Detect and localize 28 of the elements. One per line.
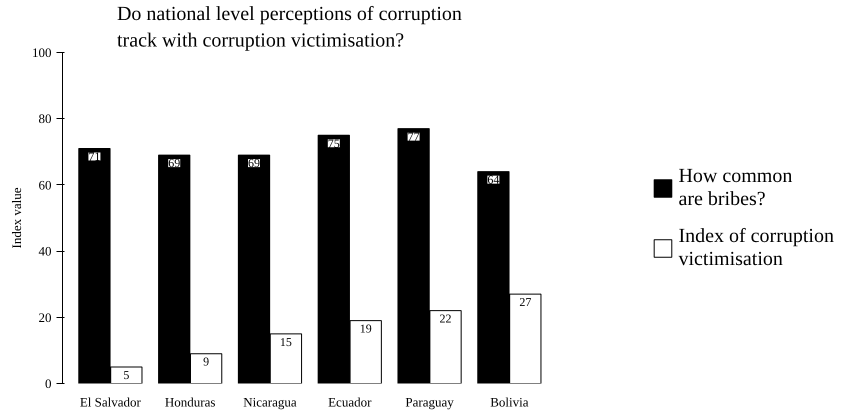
data-label: 5 <box>123 368 130 382</box>
data-label: 27 <box>519 295 532 310</box>
data-label: 15 <box>280 334 292 349</box>
x-tick-label: Bolivia <box>490 394 529 410</box>
x-tick-label: Paraguay <box>405 394 454 410</box>
data-label: 75 <box>328 136 340 150</box>
y-tick-label: 20 <box>38 310 52 325</box>
data-label: 64 <box>487 172 500 187</box>
x-tick-label: Honduras <box>164 394 216 410</box>
data-label: 22 <box>440 312 452 326</box>
data-label: 69 <box>168 156 180 170</box>
y-axis-title: Index value <box>9 187 24 248</box>
chart-title: Do national level perceptions of corruption track with corruption victimisation? <box>116 3 462 52</box>
y-tick-label: 100 <box>32 45 52 60</box>
data-label: 71 <box>88 149 100 164</box>
x-tick-label: El Salvador <box>80 394 142 410</box>
y-tick-label: 40 <box>38 244 52 259</box>
y-tick-label: 80 <box>38 111 52 126</box>
y-tick-label: 0 <box>45 376 52 391</box>
data-label: 77 <box>408 130 420 144</box>
data-label: 19 <box>360 322 372 336</box>
legend-label: Index of corruption victimisation <box>678 224 834 270</box>
data-label: 9 <box>203 354 210 369</box>
data-label: 69 <box>248 156 260 170</box>
legend-label: How common are bribes? <box>678 164 792 210</box>
x-tick-label: Ecuador <box>328 394 372 410</box>
x-tick-label: Nicaragua <box>243 394 297 410</box>
y-tick-label: 60 <box>38 177 52 192</box>
